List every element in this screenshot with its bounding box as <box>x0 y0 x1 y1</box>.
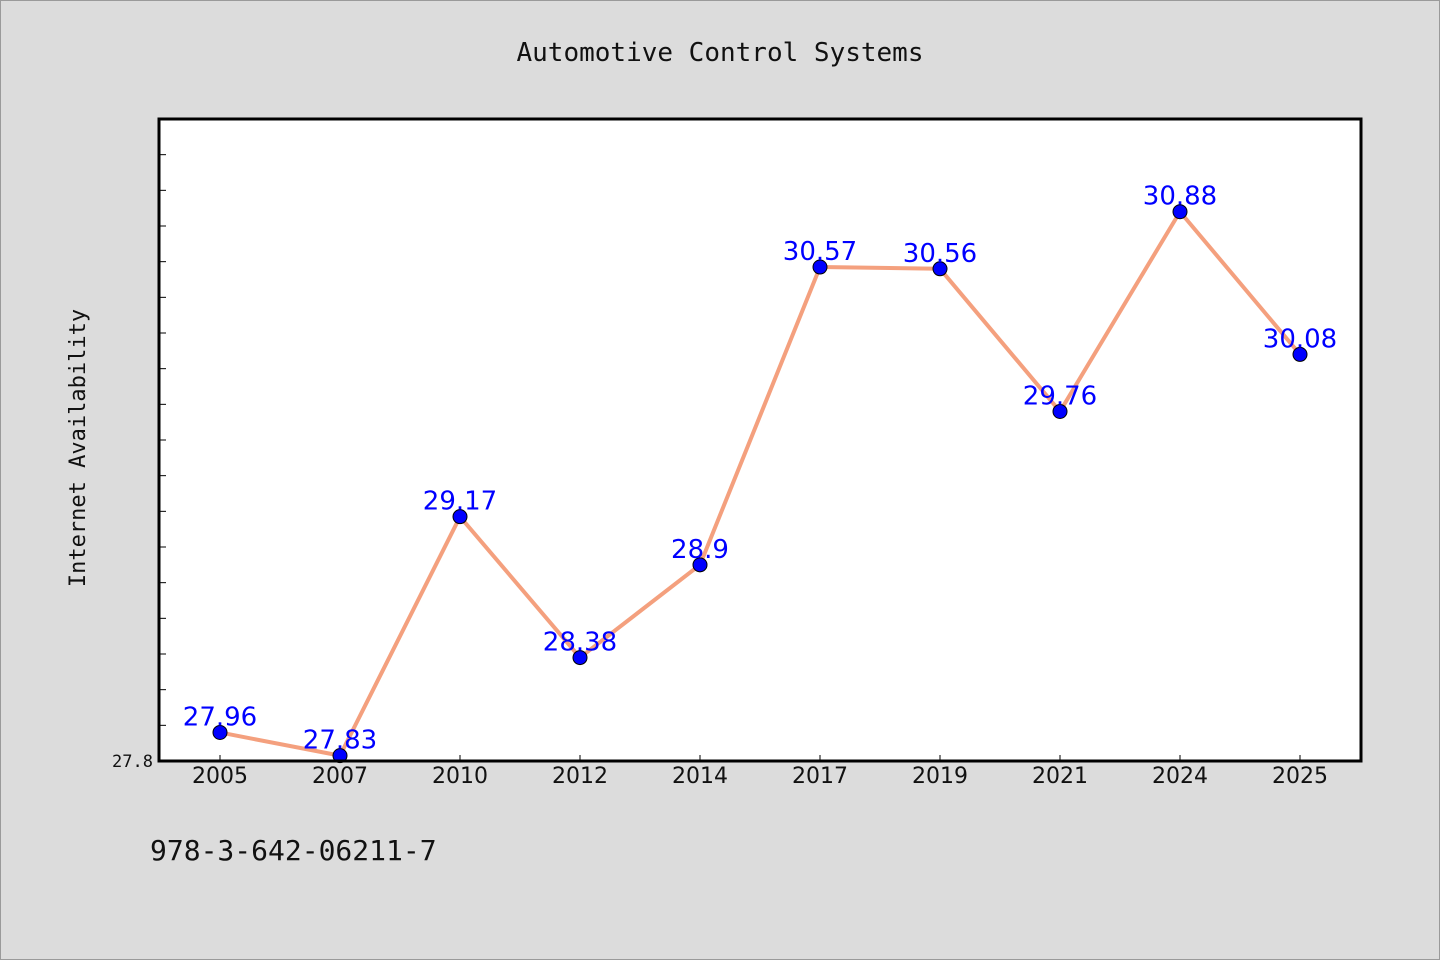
data-label: 28.38 <box>543 628 617 658</box>
series-line <box>219 209 1302 758</box>
x-axis-ticks: 2005 2007 2010 2012 2014 2017 2019 2021 2024 2025 <box>192 755 1328 789</box>
data-label: 30.57 <box>783 237 857 267</box>
data-point <box>812 259 828 275</box>
x-tick-label: 2014 <box>672 764 728 789</box>
footnote-isbn: 978-3-642-06211-7 <box>150 834 437 867</box>
data-point <box>1172 204 1188 220</box>
y-axis-tick-labels: 27.8 <box>112 752 153 772</box>
plot-area <box>159 119 1361 761</box>
data-label: 30.56 <box>903 239 977 269</box>
data-label: 29.17 <box>423 487 497 517</box>
data-point <box>932 261 948 277</box>
data-point <box>1292 346 1308 362</box>
x-tick-label: 2024 <box>1152 764 1208 789</box>
data-label: 30.88 <box>1143 182 1217 212</box>
series-polyline <box>219 209 1302 758</box>
data-point <box>692 557 708 573</box>
data-label: 27.96 <box>183 702 257 732</box>
x-tick-label: 2005 <box>192 764 248 789</box>
x-tick-label: 2007 <box>312 764 368 789</box>
x-tick-label: 2010 <box>432 764 488 789</box>
data-point <box>332 748 348 764</box>
data-label: 30.08 <box>1263 324 1337 354</box>
chart-title: Automotive Control Systems <box>517 38 924 68</box>
x-tick-label: 2019 <box>912 764 968 789</box>
x-tick-label: 2017 <box>792 764 848 789</box>
data-labels: 27.96 27.83 29.17 28.38 28.9 30.57 30.56 29.76 3… <box>183 182 1337 756</box>
data-label: 28.9 <box>671 535 729 565</box>
plot-frame <box>157 117 1363 763</box>
data-label: 27.83 <box>303 726 377 756</box>
data-markers <box>212 204 1308 764</box>
data-point <box>452 509 468 525</box>
y-axis-label: Internet Availability <box>66 309 91 587</box>
data-label: 29.76 <box>1023 381 1097 411</box>
x-tick-label: 2025 <box>1272 764 1328 789</box>
data-point <box>212 724 228 740</box>
x-tick-label: 2021 <box>1032 764 1088 789</box>
data-point <box>1052 403 1068 419</box>
x-tick-label: 2012 <box>552 764 608 789</box>
y-tick-label: 27.8 <box>112 752 153 772</box>
data-point <box>572 650 588 666</box>
